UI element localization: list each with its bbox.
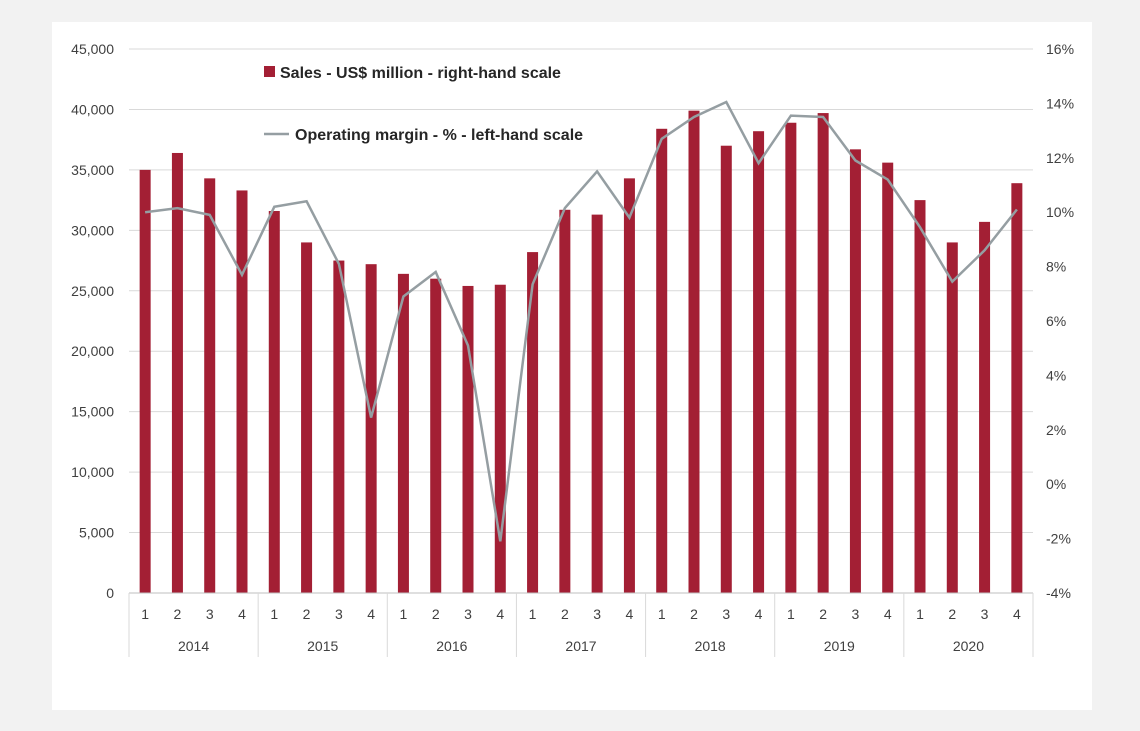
y-right-tick-label: 12% xyxy=(1046,150,1074,166)
x-tick-label: 4 xyxy=(755,606,763,622)
y-right-tick-label: 10% xyxy=(1046,204,1074,220)
x-tick-label: 2 xyxy=(561,606,569,622)
bar xyxy=(817,113,829,594)
x-tick-label: 4 xyxy=(238,606,246,622)
y-right-tick-label: -2% xyxy=(1046,531,1071,547)
x-tick-label: 2 xyxy=(303,606,311,622)
x-tick-label: 4 xyxy=(884,606,892,622)
bar xyxy=(365,264,377,593)
line-path xyxy=(144,100,1018,542)
x-tick-label: 2 xyxy=(819,606,827,622)
bar xyxy=(946,242,958,593)
y-left-tick-label: 20,000 xyxy=(71,343,114,359)
y-right-tick-label: 4% xyxy=(1046,367,1066,383)
x-tick-label: 1 xyxy=(529,606,537,622)
chart-card: 0 5,000 10,000 15,000 20,000 25,000 30,000 35,0… xyxy=(52,22,1092,710)
x-group-label: 2015 xyxy=(307,638,338,654)
operating-margin-line xyxy=(144,100,1018,542)
x-group-label: 2018 xyxy=(695,638,726,654)
y-right-tick-label: 14% xyxy=(1046,95,1074,111)
x-tick-label: 3 xyxy=(981,606,989,622)
legend: Sales - US$ million - right-hand scale Op… xyxy=(264,65,583,144)
x-group-label: 2019 xyxy=(824,638,855,654)
bar xyxy=(656,128,668,593)
y-right-tick-label: 8% xyxy=(1046,259,1066,275)
x-group-label: 2014 xyxy=(178,638,209,654)
x-tick-label: 4 xyxy=(367,606,375,622)
x-tick-label: 3 xyxy=(206,606,214,622)
y-right-tick-label: 16% xyxy=(1046,41,1074,57)
x-tick-label: 3 xyxy=(464,606,472,622)
bar xyxy=(333,260,345,593)
x-group-label: 2020 xyxy=(953,638,984,654)
bar xyxy=(623,178,635,593)
bar xyxy=(204,178,216,593)
bar xyxy=(171,152,183,593)
bar xyxy=(1011,183,1023,594)
bar xyxy=(462,285,474,593)
bar xyxy=(914,200,926,593)
bar xyxy=(236,190,248,593)
y-right-tick-label: 2% xyxy=(1046,422,1066,438)
x-tick-label: 1 xyxy=(270,606,278,622)
axes: 0 5,000 10,000 15,000 20,000 25,000 30,000 35,0… xyxy=(71,41,1074,657)
y-left-tick-label: 5,000 xyxy=(79,525,114,541)
x-tick-label: 4 xyxy=(1013,606,1021,622)
bar xyxy=(882,162,894,593)
x-tick-label: 3 xyxy=(852,606,860,622)
bar xyxy=(301,242,313,593)
x-tick-label: 4 xyxy=(626,606,634,622)
y-left-tick-label: 15,000 xyxy=(71,404,114,420)
bar xyxy=(785,122,797,594)
bar xyxy=(268,210,280,594)
bar xyxy=(979,221,991,594)
bar xyxy=(527,252,539,594)
gridlines xyxy=(129,48,1033,534)
y-right-tick-label: 0% xyxy=(1046,476,1066,492)
x-tick-label: 1 xyxy=(141,606,149,622)
bar xyxy=(849,149,861,593)
y-left-tick-label: 10,000 xyxy=(71,464,114,480)
x-tick-label: 3 xyxy=(593,606,601,622)
bar xyxy=(591,214,603,593)
bar xyxy=(559,209,571,593)
legend-label-sales: Sales - US$ million - right-hand scale xyxy=(280,65,561,82)
legend-label-margin: Operating margin - % - left-hand scale xyxy=(295,127,583,144)
bar xyxy=(753,131,765,593)
x-tick-label: 3 xyxy=(335,606,343,622)
y-left-tick-label: 40,000 xyxy=(71,101,114,117)
x-tick-label: 2 xyxy=(174,606,182,622)
bar xyxy=(688,110,700,594)
y-left-tick-label: 35,000 xyxy=(71,162,114,178)
x-tick-label: 4 xyxy=(496,606,504,622)
y-left-tick-label: 0 xyxy=(106,585,114,601)
x-tick-label: 1 xyxy=(658,606,666,622)
bar xyxy=(720,145,732,593)
combo-chart: 0 5,000 10,000 15,000 20,000 25,000 30,000 35,0… xyxy=(71,41,1074,657)
x-tick-label: 2 xyxy=(432,606,440,622)
x-tick-label: 1 xyxy=(916,606,924,622)
y-right-tick-label: 6% xyxy=(1046,313,1066,329)
x-tick-label: 2 xyxy=(948,606,956,622)
y-right-tick-label: -4% xyxy=(1046,585,1071,601)
x-tick-label: 2 xyxy=(690,606,698,622)
y-left-tick-label: 45,000 xyxy=(71,41,114,57)
y-left-tick-label: 30,000 xyxy=(71,222,114,238)
x-group-label: 2017 xyxy=(565,638,596,654)
legend-swatch-sales xyxy=(264,66,275,77)
bar xyxy=(494,284,506,593)
bar xyxy=(139,169,151,593)
sales-bars xyxy=(139,110,1023,594)
x-group-label: 2016 xyxy=(436,638,467,654)
x-tick-label: 1 xyxy=(787,606,795,622)
bar xyxy=(397,273,409,593)
x-tick-label: 3 xyxy=(722,606,730,622)
y-left-tick-label: 25,000 xyxy=(71,283,114,299)
bar xyxy=(430,278,442,593)
x-tick-label: 1 xyxy=(400,606,408,622)
